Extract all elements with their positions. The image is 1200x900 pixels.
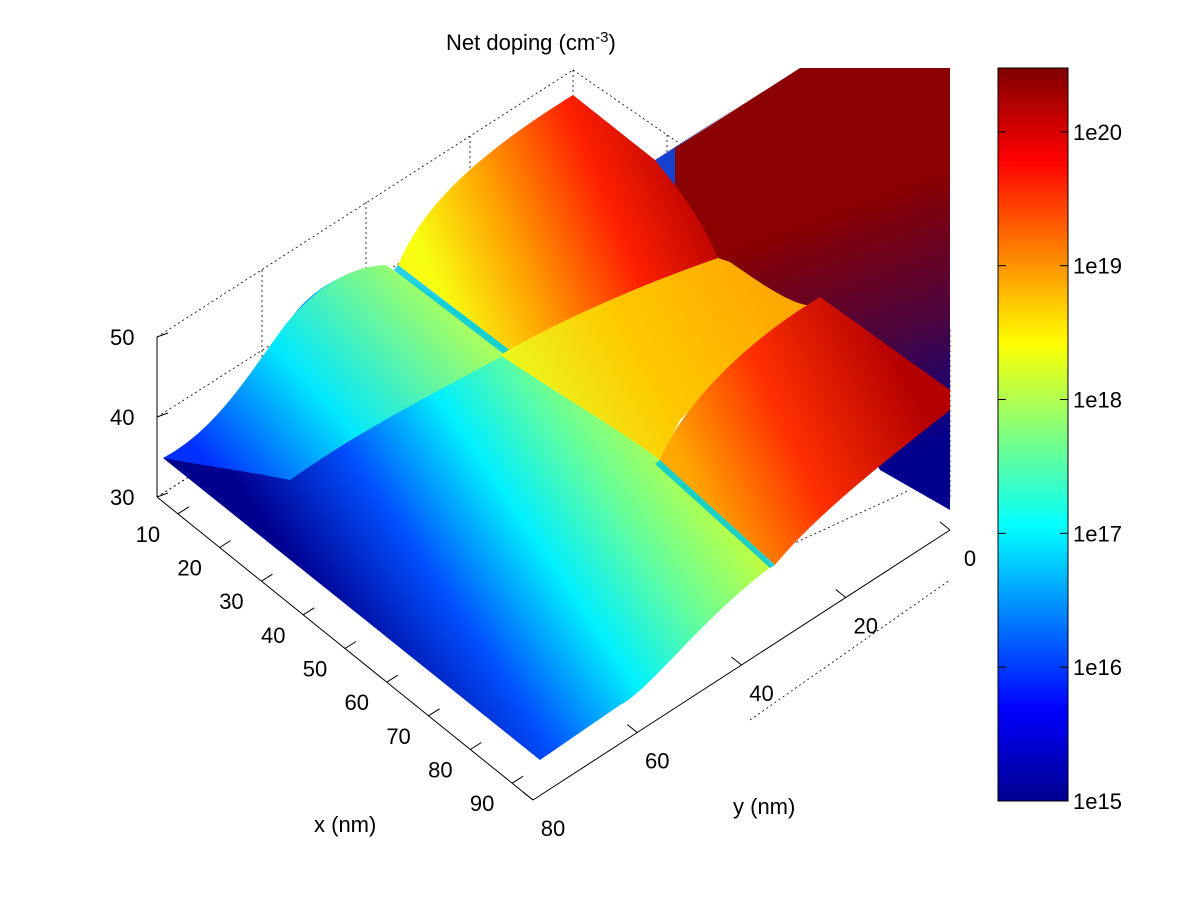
y-tick-mark: [835, 589, 847, 598]
z-tick-mark: [156, 492, 169, 498]
y-tick-label: 80: [541, 816, 565, 841]
y-axis-ticks: 0 20 40 60 80: [522, 521, 976, 841]
z-axis-ticks: 30 40 50: [110, 325, 169, 510]
colorbar-tick-label: 1e17: [1073, 521, 1122, 546]
substrate-ridge: [163, 265, 510, 480]
drain-plateau: [660, 297, 950, 565]
x-tick-label: 10: [136, 522, 160, 547]
z-tick-label: 30: [110, 485, 134, 510]
x-tick-mark: [344, 641, 357, 649]
colorbar-tick-label: 1e20: [1073, 120, 1122, 145]
y-tick-mark: [522, 791, 534, 801]
source-plateau-shadow-edge: [394, 265, 512, 355]
colorbar: 1e15 1e16 1e17 1e18 1e19 1e20: [997, 67, 1122, 814]
x-tick-label: 80: [428, 758, 452, 783]
grid-line: [156, 69, 574, 338]
y-tick-mark: [939, 521, 951, 531]
x-tick-mark: [302, 607, 315, 616]
y-tick-label: 20: [854, 614, 878, 639]
x-axis-ticks: 10 20 30 40 50 60 70 80 90: [136, 506, 524, 816]
x-tick-label: 40: [261, 623, 285, 648]
x-tick-label: 70: [386, 724, 410, 749]
x-tick-mark: [428, 708, 440, 717]
chart-title-close: ): [609, 30, 616, 55]
y-tick-label: 60: [645, 749, 669, 774]
colorbar-tick-label: 1e18: [1073, 388, 1122, 413]
x-tick-label: 20: [177, 556, 201, 581]
gate-side-face: [655, 102, 745, 160]
colorbar-tick-label: 1e19: [1073, 254, 1122, 279]
x-tick-label: 50: [303, 657, 327, 682]
y-tick-mark: [731, 656, 742, 666]
drain-plateau-shadow-edge: [655, 460, 775, 568]
z-tick-mark: [156, 332, 169, 338]
x-tick-label: 90: [470, 791, 494, 816]
channel-region: [500, 258, 820, 460]
x-tick-mark: [177, 506, 190, 515]
x-tick-label: 30: [219, 589, 243, 614]
z-tick-mark: [156, 412, 169, 418]
chart-title-main: Net doping (cm: [446, 30, 595, 55]
colorbar-ticks: 1e15 1e16 1e17 1e18 1e19 1e20: [998, 120, 1122, 814]
doping-surface: [163, 68, 950, 760]
chart-title: Net doping (cm-3): [446, 29, 616, 56]
y-tick-label: 40: [749, 681, 773, 706]
y-tick-mark: [626, 724, 638, 733]
source-plateau: [398, 95, 718, 352]
x-tick-mark: [219, 540, 231, 548]
y-tick-label: 0: [964, 546, 976, 571]
x-tick-mark: [470, 742, 482, 750]
x-tick-label: 60: [345, 690, 369, 715]
grid-line: [749, 579, 951, 721]
colorbar-tick-label: 1e16: [1073, 655, 1122, 680]
z-tick-label: 50: [110, 325, 134, 350]
z-tick-label: 40: [110, 405, 134, 430]
x-axis-label: x (nm): [314, 812, 376, 837]
x-tick-mark: [511, 775, 524, 784]
colorbar-gradient: [997, 67, 1069, 802]
y-axis-label: y (nm): [733, 794, 795, 819]
colorbar-tick-label: 1e15: [1073, 789, 1122, 814]
x-tick-mark: [261, 573, 273, 582]
x-tick-mark: [386, 674, 399, 683]
chart-title-exponent: -3: [595, 29, 608, 46]
